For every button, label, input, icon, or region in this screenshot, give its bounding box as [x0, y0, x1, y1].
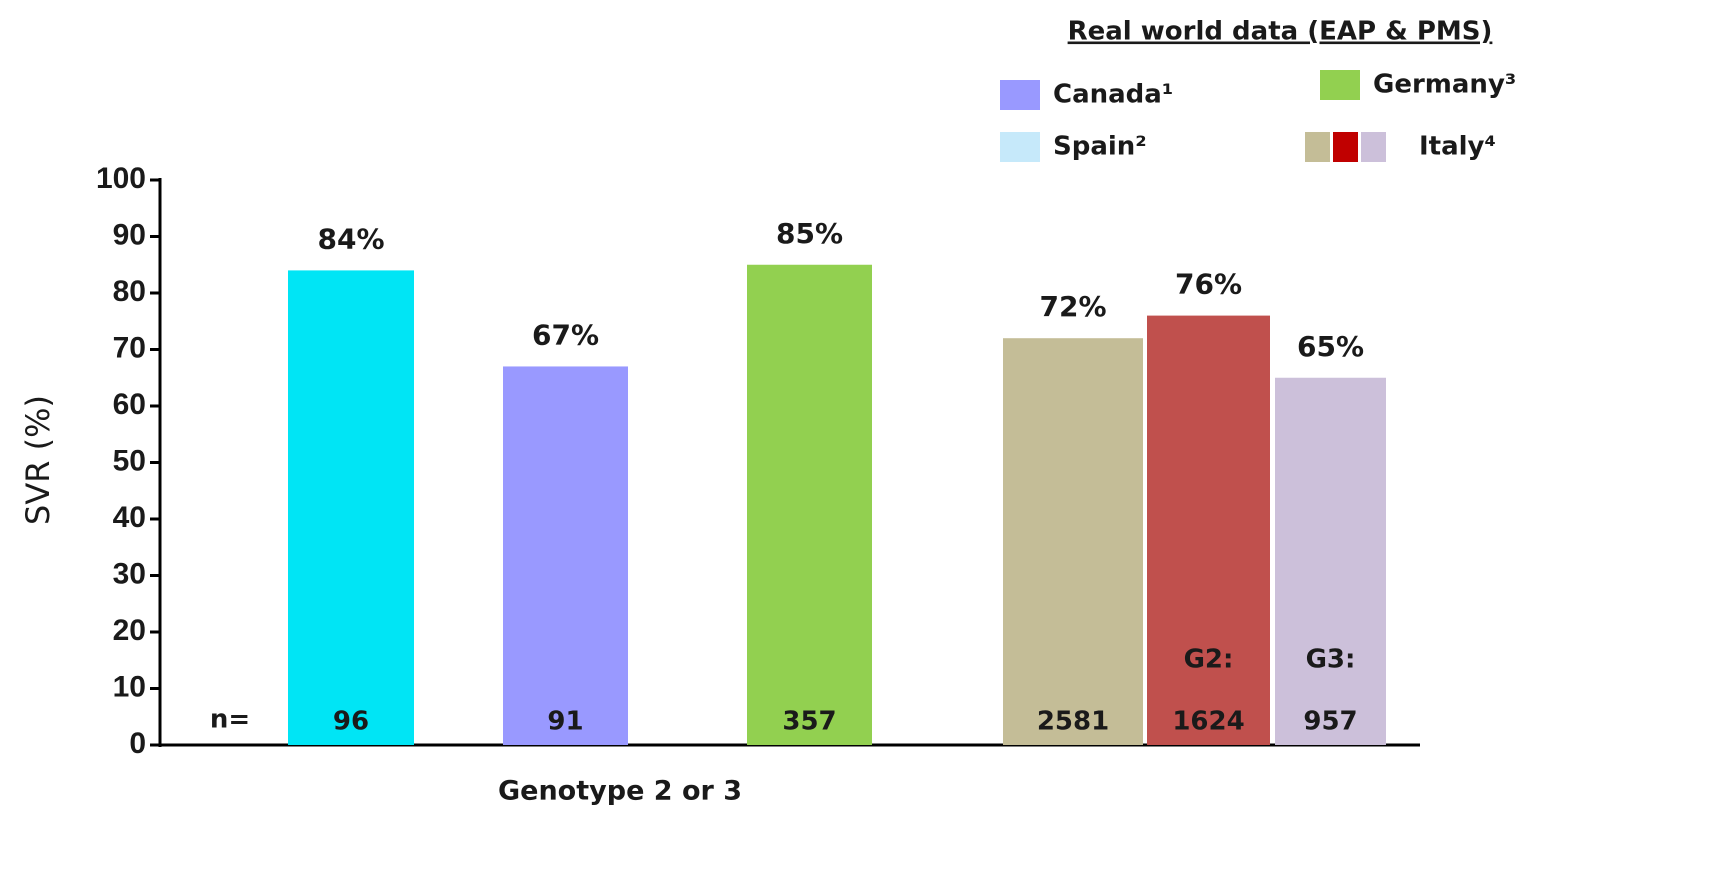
y-tick-label: 90: [113, 218, 146, 251]
x-axis-label: Genotype 2 or 3: [498, 776, 742, 807]
value-label: 76%: [1175, 268, 1242, 301]
y-tick-label: 80: [113, 275, 146, 308]
y-tick-label: 100: [96, 162, 146, 195]
value-label: 72%: [1039, 290, 1106, 323]
y-tick-label: 50: [113, 444, 146, 477]
legend-swatch: [1333, 132, 1358, 162]
bar-annotation: G3:: [1306, 645, 1356, 675]
n-value: 1624: [1172, 707, 1244, 737]
value-label: 67%: [532, 318, 599, 351]
legend-label: Spain²: [1053, 132, 1147, 162]
legend-swatch: [1320, 70, 1360, 100]
value-label: 65%: [1297, 330, 1364, 363]
n-value: 357: [782, 707, 836, 737]
n-value: 2581: [1037, 707, 1109, 737]
y-tick-label: 40: [113, 501, 146, 534]
n-value: 957: [1303, 707, 1357, 737]
y-tick-label: 70: [113, 331, 146, 364]
bar: [747, 264, 872, 745]
y-axis-label: SVR (%): [19, 395, 57, 525]
value-label: 84%: [317, 222, 384, 255]
n-value: 91: [547, 707, 583, 737]
y-tick-label: 30: [113, 557, 146, 590]
bar: [1275, 377, 1386, 745]
legend-swatch: [1361, 132, 1386, 162]
bar: [288, 270, 414, 745]
y-tick-label: 20: [113, 614, 146, 647]
n-value: 96: [333, 707, 369, 737]
y-tick-label: 60: [113, 388, 146, 421]
y-tick-label: 10: [113, 670, 146, 703]
bar: [1147, 315, 1270, 745]
legend-swatch: [1305, 132, 1330, 162]
legend-label: Canada¹: [1053, 80, 1173, 110]
y-tick-label: 0: [129, 727, 146, 760]
legend-swatch: [1000, 80, 1040, 110]
bar: [1003, 338, 1143, 745]
bar: [503, 366, 628, 745]
value-label: 85%: [776, 217, 843, 250]
legend-label: Germany³: [1373, 70, 1516, 100]
legend-label: Italy⁴: [1419, 132, 1496, 162]
legend-title: Real world data (EAP & PMS): [1068, 17, 1493, 47]
legend-swatch: [1000, 132, 1040, 162]
n-label: n=: [210, 705, 250, 735]
bar-annotation: G2:: [1184, 645, 1234, 675]
